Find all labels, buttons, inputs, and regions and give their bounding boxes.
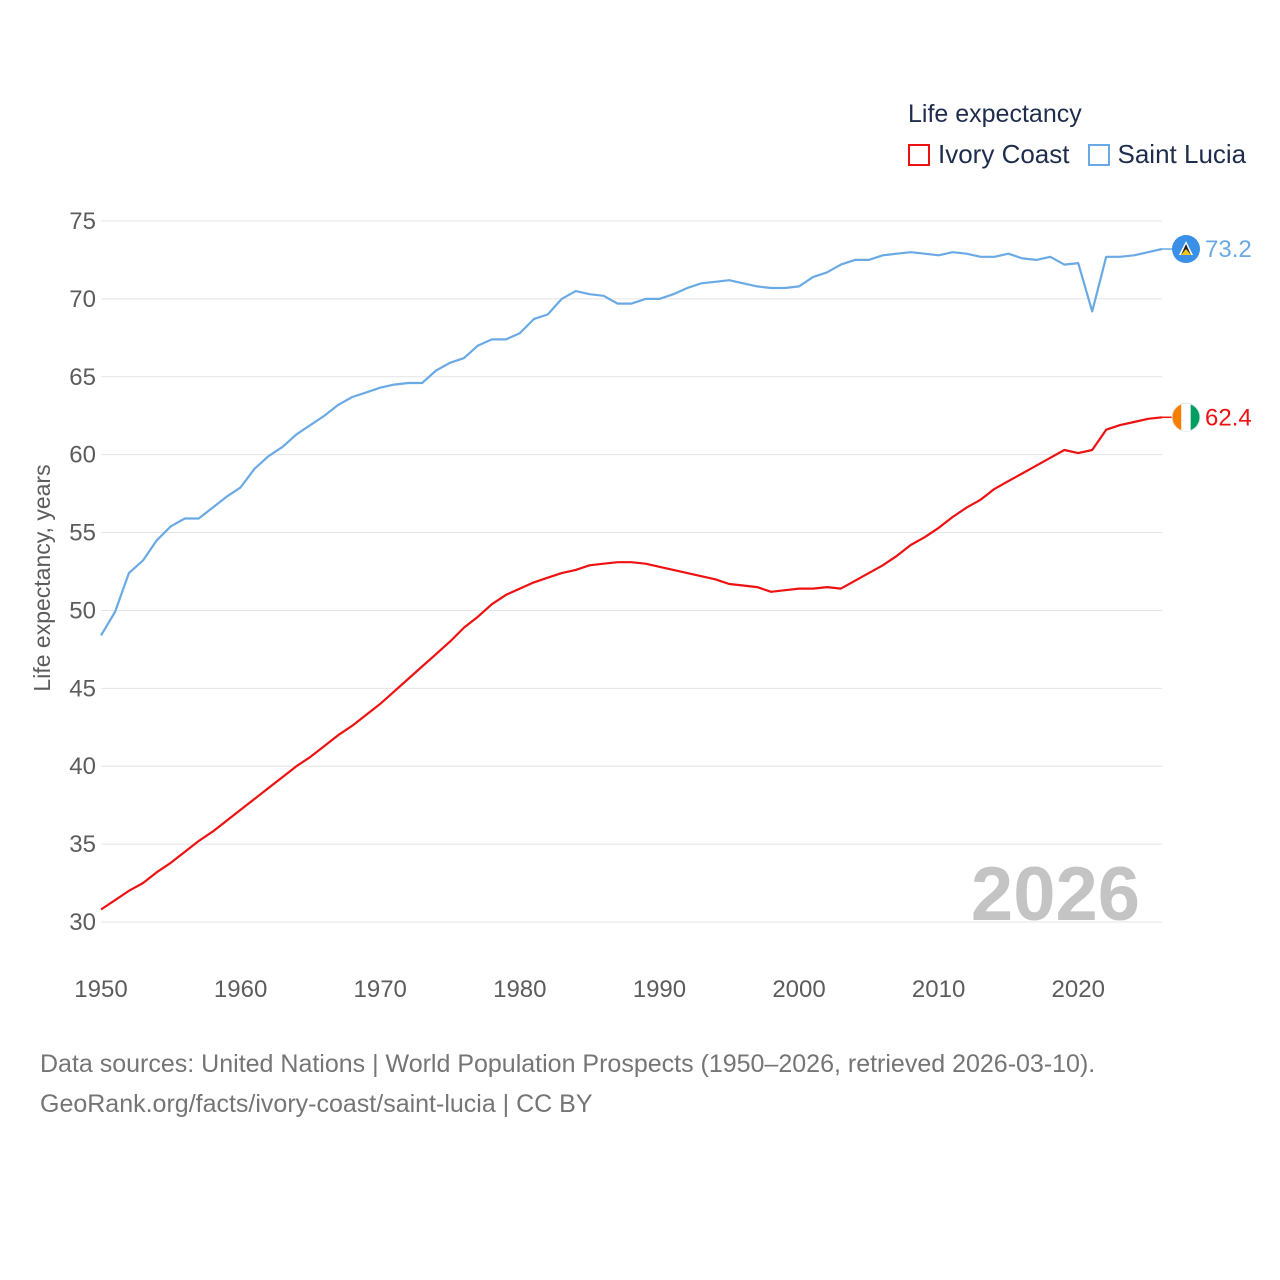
y-tick-label: 70 bbox=[69, 286, 96, 313]
x-tick-label: 1970 bbox=[354, 976, 407, 1003]
x-tick-label: 1990 bbox=[633, 976, 686, 1003]
x-tick-label: 1980 bbox=[493, 976, 546, 1003]
ivory-coast-flag-icon bbox=[1171, 402, 1201, 432]
x-axis-ticks: 1950 1960 1970 1980 1990 2000 2010 2020 bbox=[74, 976, 1105, 1003]
y-tick-label: 35 bbox=[69, 831, 96, 858]
legend-label-saint-lucia: Saint Lucia bbox=[1117, 139, 1247, 169]
series-lines bbox=[100, 247, 1163, 911]
series-line-ivory-coast bbox=[100, 416, 1163, 911]
y-axis-ticks: 30 35 40 45 50 55 60 65 70 75 bbox=[69, 208, 96, 936]
legend-swatch-saint-lucia bbox=[1087, 143, 1110, 166]
gridlines bbox=[101, 220, 1162, 923]
x-tick-label: 2000 bbox=[772, 976, 825, 1003]
x-tick-label: 2010 bbox=[912, 976, 965, 1003]
saint-lucia-end-value: 73.2 bbox=[1205, 236, 1252, 263]
y-tick-label: 50 bbox=[69, 597, 96, 624]
legend-item-ivory-coast[interactable]: Ivory Coast bbox=[908, 139, 1070, 170]
footer-sources: Data sources: United Nations | World Pop… bbox=[40, 1050, 1096, 1078]
y-tick-label: 75 bbox=[69, 208, 96, 235]
series-line-saint-lucia bbox=[100, 247, 1163, 636]
x-tick-label: 1960 bbox=[214, 976, 267, 1003]
footer-link[interactable]: GeoRank.org/facts/ivory-coast/saint-luci… bbox=[40, 1090, 593, 1118]
y-axis-label: Life expectancy, years bbox=[29, 464, 55, 691]
legend-label-ivory-coast: Ivory Coast bbox=[938, 139, 1070, 169]
x-tick-label: 2020 bbox=[1052, 976, 1105, 1003]
y-tick-label: 30 bbox=[69, 909, 96, 936]
x-tick-label: 1950 bbox=[74, 976, 127, 1003]
legend: Life expectancy Ivory Coast Saint Lucia bbox=[908, 100, 1264, 170]
legend-title: Life expectancy bbox=[908, 100, 1082, 128]
legend-item-saint-lucia[interactable]: Saint Lucia bbox=[1087, 139, 1247, 170]
legend-swatch-ivory-coast bbox=[908, 143, 930, 166]
ivory-coast-end-value: 62.4 bbox=[1205, 404, 1252, 431]
year-watermark: 2026 bbox=[971, 852, 1140, 937]
y-tick-label: 60 bbox=[69, 442, 96, 469]
y-tick-label: 65 bbox=[69, 364, 96, 391]
y-tick-label: 55 bbox=[69, 520, 96, 547]
saint-lucia-flag-icon bbox=[1172, 235, 1200, 264]
footer: Data sources: United Nations | World Pop… bbox=[40, 1044, 1095, 1124]
y-tick-label: 45 bbox=[69, 675, 96, 702]
saint-lucia-end-marker: 73.2 bbox=[1162, 235, 1252, 263]
y-tick-label: 40 bbox=[69, 753, 96, 780]
ivory-coast-end-marker: 62.4 bbox=[1162, 402, 1252, 432]
